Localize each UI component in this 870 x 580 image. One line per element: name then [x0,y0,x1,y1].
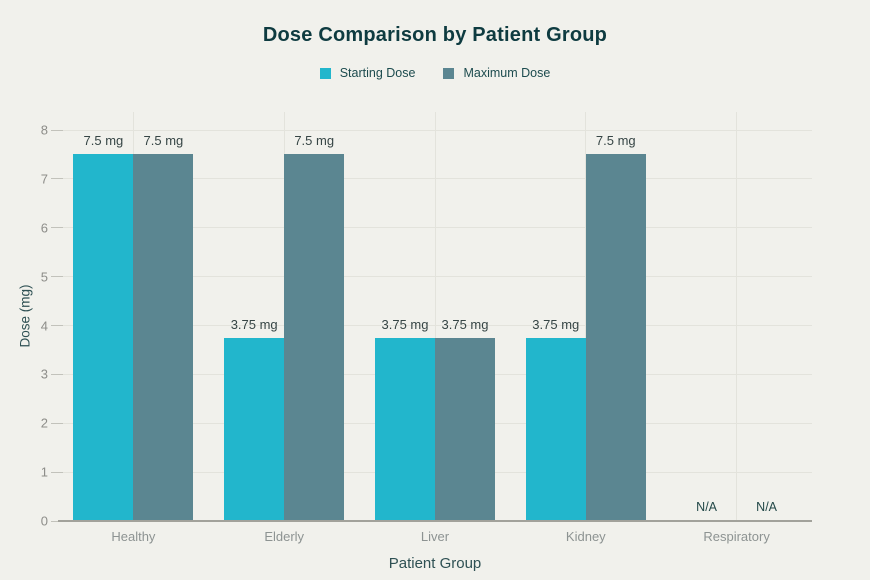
y-tick-label: 2 [40,415,48,431]
bar-maximum-dose-elderly [284,154,345,521]
vertical-gridline [434,112,436,521]
legend-item-starting-dose: Starting Dose [319,66,416,80]
y-tick-label: 7 [40,171,48,187]
y-axis-tick [51,520,63,522]
y-axis-tick [51,471,63,473]
category-label-elderly: Elderly [264,529,305,544]
y-tick-label: 5 [40,269,48,285]
y-tick-label: 0 [40,513,48,529]
legend-swatch-icon [319,67,331,79]
category-label-respiratory: Respiratory [703,529,770,544]
category-label-liver: Liver [420,529,450,544]
bar-value-label: 3.75 mg [381,316,429,332]
category-label-healthy: Healthy [111,529,156,544]
legend-item-maximum-dose: Maximum Dose [443,66,550,80]
bar-value-label: 3.75 mg [441,316,489,332]
legend-label: Maximum Dose [463,66,551,80]
y-axis-tick [51,325,63,326]
y-tick-label: 1 [40,464,48,480]
x-axis-title: Patient Group [388,555,482,572]
bar-starting-dose-elderly [224,337,285,521]
bar-value-label: 7.5 mg [143,133,184,149]
bar-value-label: 7.5 mg [595,133,636,149]
y-axis-title: Dose (mg) [17,284,33,348]
legend-swatch-icon [443,67,455,79]
y-tick-label: 6 [40,220,48,236]
y-tick-label: 4 [40,318,48,333]
chart-legend: Starting Dose Maximum Dose [0,66,870,80]
bar-value-label: 7.5 mg [83,133,124,149]
y-axis-tick [51,129,63,131]
y-axis-tick [51,178,63,180]
bar-starting-dose-liver [375,337,435,521]
y-axis-tick [51,227,63,229]
bar-starting-dose-healthy [73,154,134,521]
plot-area: 0 1 2 3 4 5 6 7 8 7.5 mg 7.5 mg Healthy 3.75 mg 7.5 m… [41,112,812,544]
x-axis-line [58,520,812,522]
y-axis-tick [51,276,63,278]
bar-maximum-dose-kidney [585,154,646,521]
bar-maximum-dose-healthy [133,154,194,521]
y-tick-label: 8 [40,122,48,138]
bar-value-label: 3.75 mg [532,316,580,332]
bar-value-label: 3.75 mg [230,316,278,332]
bar-value-label: 7.5 mg [294,133,335,149]
y-axis-tick [51,373,63,375]
y-axis-tick [51,422,63,424]
na-label-maximum-dose-respiratory: N/A [756,500,778,514]
vertical-gridline [736,112,738,521]
na-label-starting-dose-respiratory: N/A [696,500,718,514]
chart-title: Dose Comparison by Patient Group [262,24,608,46]
bar-maximum-dose-liver [435,337,495,521]
bar-starting-dose-kidney [525,337,586,521]
category-label-kidney: Kidney [565,529,606,544]
y-tick-label: 3 [40,366,48,382]
legend-label: Starting Dose [339,66,416,80]
